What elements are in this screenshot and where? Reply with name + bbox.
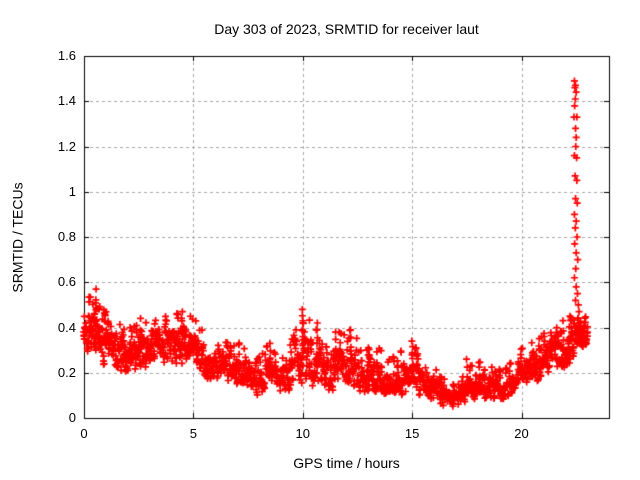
y-tick-label: 1.4	[57, 93, 76, 109]
y-tick-label: 0.8	[57, 229, 76, 244]
x-axis-label: GPS time / hours	[293, 455, 400, 471]
chart-title: Day 303 of 2023, SRMTID for receiver lau…	[214, 21, 479, 37]
x-tick-label: 20	[514, 426, 529, 441]
y-tick-label: 0.6	[57, 274, 76, 290]
y-tick-label: 1.2	[57, 138, 76, 154]
y-tick-label: 1	[68, 183, 76, 199]
x-tick-label: 0	[80, 426, 88, 441]
x-tick-label: 15	[404, 426, 420, 441]
x-tick-label: 10	[295, 426, 310, 441]
y-tick-label: 0.4	[57, 319, 76, 335]
y-tick-label: 0	[68, 410, 76, 425]
x-tick-label: 5	[189, 426, 197, 441]
y-axis-label: SRMTID / TECUs	[9, 182, 26, 293]
y-tick-label: 0.2	[57, 364, 76, 380]
y-tick-label: 1.6	[57, 48, 76, 63]
